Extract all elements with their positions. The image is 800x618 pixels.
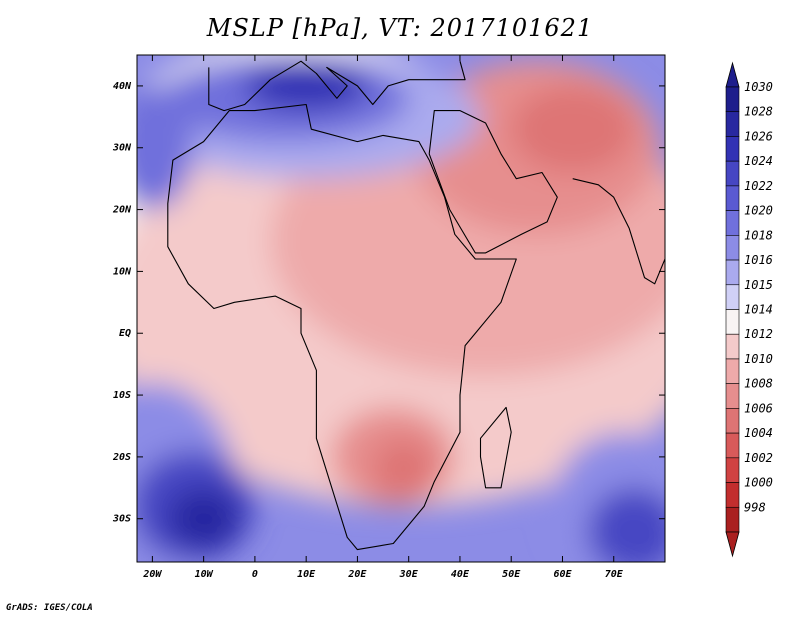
- map-plot-area[interactable]: [70, 36, 716, 580]
- lon-tick-label: 20W: [142, 569, 162, 580]
- colorbar-label: 1015: [744, 278, 773, 292]
- colorbar-label: 1018: [744, 228, 773, 242]
- lat-tick-label: 40N: [113, 81, 132, 92]
- colorbar-segment: [725, 259, 740, 286]
- colorbar-label: 1006: [744, 401, 773, 415]
- india-coastline: [572, 178, 665, 285]
- lat-tick-label: 20N: [112, 205, 132, 216]
- lon-tick-label: 10E: [297, 569, 316, 580]
- colorbar-segment: [725, 284, 740, 310]
- colorbar-label: 1028: [744, 105, 773, 119]
- colorbar-segment: [725, 408, 740, 434]
- colorbar-label: 998: [744, 500, 766, 514]
- colorbar-segment: [725, 160, 740, 187]
- colorbar-label: 1024: [744, 154, 773, 168]
- africa-coastline: [167, 103, 517, 551]
- lat-tick-label: 20S: [112, 452, 131, 463]
- axis-ticks: 40N 30N 20N 10N EQ 10S 20S 30S 20W 10W 0 10E 20E 30E 4…: [112, 55, 665, 580]
- map-title: MSLP [hPa], VT: 2017101621: [206, 14, 594, 42]
- colorbar-label: 1026: [744, 129, 773, 143]
- lat-tick-label: 30S: [112, 514, 131, 525]
- colorbar-segment: [725, 432, 740, 459]
- pressure-region-12: [167, 487, 240, 550]
- pressure-field: [137, 55, 665, 562]
- colorbar-segment: [725, 383, 740, 409]
- arabia-coastline: [428, 110, 558, 254]
- colorbar-label: 1020: [744, 204, 773, 218]
- lon-tick-label: 40E: [451, 569, 470, 580]
- colorbar-label: 1022: [744, 179, 773, 193]
- colorbar-segment: [725, 86, 740, 113]
- lon-tick-label: 20E: [347, 569, 367, 580]
- colorbar-segment: [725, 482, 740, 508]
- map-frame: [136, 54, 666, 563]
- madagascar-coastline: [479, 406, 512, 489]
- colorbar-label: 1014: [744, 303, 773, 317]
- pressure-region-15: [137, 85, 194, 210]
- lon-tick-label: 0: [252, 569, 258, 580]
- credit-text: GrADS: IGES/COLA: [6, 603, 93, 613]
- colorbar-segment: [725, 210, 740, 236]
- lon-tick-label: 30E: [399, 569, 419, 580]
- pressure-region-14: [588, 487, 665, 562]
- lon-tick-label: 10W: [195, 569, 214, 580]
- lat-tick-label: 30N: [112, 143, 132, 154]
- colorbar-segment: [725, 111, 740, 137]
- colorbar-label: 1016: [744, 253, 773, 267]
- colorbar-segment: [725, 333, 740, 360]
- colorbar-bottom-arrow: [725, 531, 740, 558]
- lat-tick-label: EQ: [119, 328, 131, 339]
- colorbar-label: 1010: [744, 352, 773, 366]
- colorbar-top-arrow: [725, 61, 740, 88]
- lat-tick-label: 10N: [113, 266, 132, 277]
- colorbar-segment: [725, 136, 740, 162]
- colorbar-label: 1004: [744, 426, 773, 440]
- lon-tick-label: 50E: [502, 569, 521, 580]
- colorbar-label: 1008: [744, 377, 773, 391]
- colorbar: 1030 1028 1026 1024 1022 1020 1018 1016 1015 1014…: [725, 61, 773, 558]
- colorbar-label: 1012: [744, 327, 773, 341]
- colorbar-label: 1000: [744, 476, 773, 490]
- colorbar-segment: [725, 457, 740, 483]
- lat-tick-label: 10S: [113, 390, 131, 401]
- colorbar-segment: [725, 309, 740, 335]
- colorbar-label: 1030: [744, 80, 773, 94]
- colorbar-segment: [725, 185, 740, 211]
- lon-tick-label: 60E: [553, 569, 572, 580]
- colorbar-label: 1002: [744, 451, 773, 465]
- pressure-region-4: [511, 85, 635, 173]
- colorbar-segment: [725, 506, 740, 533]
- colorbar-segment: [725, 358, 740, 384]
- europe-coastline: [208, 60, 466, 112]
- pressure-region-6: [372, 438, 435, 501]
- colorbar-segment: [725, 235, 740, 261]
- lon-tick-label: 70E: [605, 569, 624, 580]
